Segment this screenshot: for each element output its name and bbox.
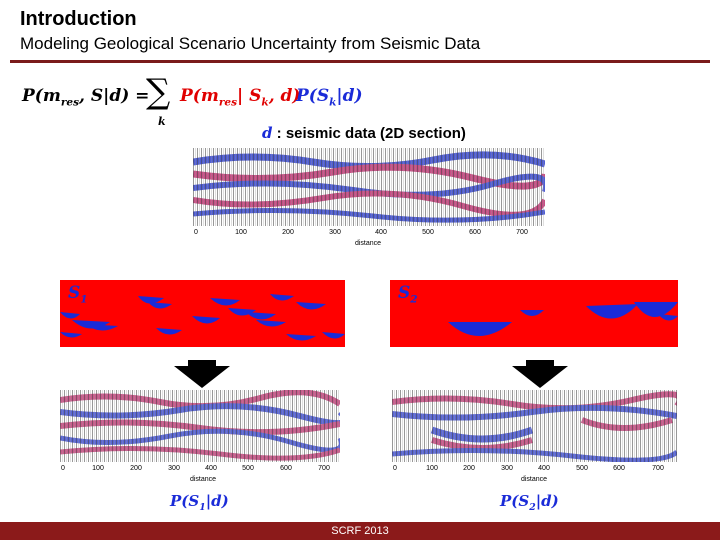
- eq-t1-b: | S: [237, 86, 262, 106]
- eq-t1-c: , d): [268, 86, 301, 106]
- tick-label: 500: [576, 465, 588, 472]
- eq-lhs-rest: , S|d) =: [79, 86, 150, 106]
- eq-t2-b: |d): [336, 86, 363, 106]
- arrow-down-icon: [174, 360, 230, 388]
- tick-label: 300: [168, 465, 180, 472]
- tick-label: 400: [205, 465, 217, 472]
- eq-t2-a: P(S: [296, 86, 330, 106]
- p1-a: P(S: [170, 492, 200, 510]
- axis-xlabel-scenario-2: distance: [520, 476, 548, 483]
- eq-lhs-a: P(m: [22, 86, 61, 106]
- tick-label: 0: [393, 465, 397, 472]
- tick-label: 300: [329, 229, 341, 236]
- footer-bar: [0, 522, 720, 540]
- sum-index: k: [158, 115, 166, 128]
- tick-label: 600: [613, 465, 625, 472]
- scenario-1-label: S1: [68, 283, 88, 305]
- tick-label: 600: [280, 465, 292, 472]
- tick-label: 300: [501, 465, 513, 472]
- scenario-1-model: [60, 280, 345, 347]
- sum-symbol: ∑: [146, 72, 171, 112]
- p2-sub: 2: [529, 502, 536, 513]
- p1-b: |d): [205, 492, 229, 510]
- tick-label: 0: [194, 229, 198, 236]
- title-divider: [10, 60, 710, 63]
- tick-label: 200: [282, 229, 294, 236]
- axis-xlabel-observed: distance: [354, 240, 382, 247]
- p1-sub: 1: [199, 502, 206, 513]
- seismic-description: : seismic data (2D section): [276, 125, 466, 142]
- eq-t1-sub: res: [218, 96, 238, 109]
- seismic-data-label: d : seismic data (2D section): [262, 124, 466, 142]
- eq-t1-a: P(m: [180, 86, 219, 106]
- eq-t1-sub2: k: [261, 96, 269, 109]
- tick-label: 400: [375, 229, 387, 236]
- seismic-section-scenario-2: [392, 390, 677, 462]
- tick-label: 700: [318, 465, 330, 472]
- seismic-section-observed: [193, 148, 545, 226]
- axis-xlabel-scenario-1: distance: [189, 476, 217, 483]
- arrow-down-icon: [512, 360, 568, 388]
- tick-label: 0: [61, 465, 65, 472]
- tick-label: 200: [463, 465, 475, 472]
- tick-label: 500: [242, 465, 254, 472]
- s2-main: S: [398, 283, 411, 303]
- scenario-2-probability: P(S2|d): [500, 492, 559, 513]
- footer-text: SCRF 2013: [331, 525, 389, 537]
- seismic-axis-ticks-scenario-1: 0 100 200 300 400 500 600 700: [60, 465, 340, 475]
- seismic-variable: d: [262, 124, 273, 142]
- s2-sub: 2: [410, 293, 418, 306]
- equation-term-1: P(mres| Sk, d): [180, 86, 300, 108]
- page-subtitle: Modeling Geological Scenario Uncertainty…: [20, 34, 481, 53]
- seismic-axis-ticks-observed: 0 100 200 300 400 500 600 700: [193, 229, 545, 239]
- tick-label: 500: [422, 229, 434, 236]
- tick-label: 600: [469, 229, 481, 236]
- seismic-axis-ticks-scenario-2: 0 100 200 300 400 500 600 700: [392, 465, 677, 475]
- p2-b: |d): [535, 492, 559, 510]
- s1-sub: 1: [80, 293, 88, 306]
- page-title: Introduction: [20, 8, 137, 30]
- seismic-section-scenario-1: [60, 390, 340, 462]
- tick-label: 700: [516, 229, 528, 236]
- tick-label: 700: [652, 465, 664, 472]
- eq-lhs-sub: res: [60, 96, 80, 109]
- scenario-2-model: [390, 280, 678, 347]
- scenario-2-label: S2: [398, 283, 418, 305]
- eq-t2-sub: k: [329, 96, 337, 109]
- tick-label: 400: [538, 465, 550, 472]
- equation-term-2: P(Sk|d): [296, 86, 363, 108]
- tick-label: 200: [130, 465, 142, 472]
- tick-label: 100: [426, 465, 438, 472]
- p2-a: P(S: [500, 492, 530, 510]
- s1-main: S: [68, 283, 81, 303]
- tick-label: 100: [235, 229, 247, 236]
- equation-lhs: P(mres, S|d) =: [22, 86, 149, 108]
- tick-label: 100: [92, 465, 104, 472]
- scenario-1-probability: P(S1|d): [170, 492, 229, 513]
